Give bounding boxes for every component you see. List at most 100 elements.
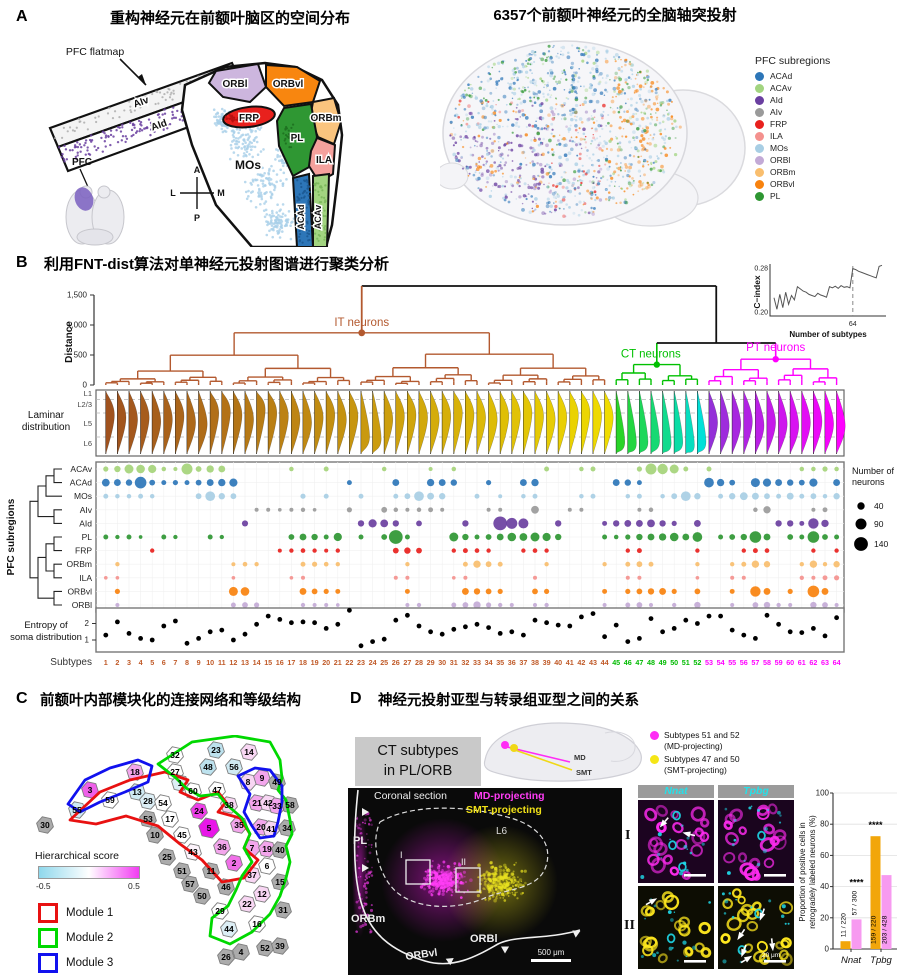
smt-cell-dot [483,875,486,878]
map-cell-5 [198,817,220,839]
axon-dot [649,167,653,171]
axon-dot [618,126,622,130]
soma-dot [231,140,234,143]
axon-dot [622,127,625,130]
axon-dot [592,121,596,124]
axon-dot [544,165,547,168]
subtype-number: 3 [127,658,131,667]
soma-dot [244,141,247,145]
axon-dot [678,125,682,129]
axon-dot [456,151,460,155]
axon-dot [458,99,462,103]
axon-dot [513,175,517,179]
soma-dot [254,178,258,182]
axon-dot [501,172,504,175]
soma-dot [230,116,234,119]
axon-dot [562,214,566,218]
micro-scalebar-label: 20 μm [762,952,780,959]
entropy-dot [103,632,109,638]
md-cell-dot [446,865,451,869]
cyan-speck [686,848,689,850]
axon-dot [496,123,498,126]
neuron-count-dot [519,533,528,541]
axon-dot [549,210,552,213]
md-cell-dot [439,874,441,877]
subtype-number: 35 [496,658,504,667]
entropy-dot [463,624,468,630]
entropy-dot [207,629,213,635]
laminar-violin [383,390,394,455]
neuron-count-dot [439,493,446,500]
axon-dot [568,189,573,194]
smt-cell-dot [498,883,501,886]
axon-dot [571,85,576,90]
axon-dot [485,185,488,188]
smt-cell-dot [480,874,483,878]
axon-dot [591,191,594,194]
axon-dot [536,162,539,165]
axon-dot [574,71,578,75]
axon-dot [587,169,591,172]
cyan-speck [784,922,787,925]
cell-ring [723,820,733,831]
soma-dot [84,139,88,142]
soma-dot [97,115,100,118]
axon-dot [615,137,619,140]
neuron-count-dot [821,587,829,595]
axon-dot [654,87,658,91]
map-cell-26 [217,948,235,966]
neuron-count-dot [787,534,794,540]
label-acav: ACAv [313,205,323,229]
neuron-count-dot [821,519,829,528]
ct-subtypes-box-line1: CT subtypes [377,743,459,759]
soma-dot [246,133,250,136]
axon-dot [636,109,639,113]
soma-dot [68,149,72,152]
axon-dot [651,118,654,121]
axon-dot [540,57,545,62]
smt-cell-dot [517,882,521,886]
axon-dot [624,78,628,82]
axon-dot [561,197,566,202]
cyan-speck [779,814,782,817]
smt-cell-dot [505,873,508,877]
axon-dot [581,102,585,107]
axon-dot [488,194,492,199]
axon-dot [631,115,635,119]
soma-dot [308,190,311,194]
axon-dot [523,88,527,92]
axon-dot [570,117,574,122]
md-cell-dot [427,877,429,879]
neuron-count-dot [181,463,193,475]
axon-dot [579,137,583,141]
size-legend-value: 140 [874,539,888,549]
soma-dot [263,202,266,205]
axon-dot [619,201,622,205]
neuron-count-dot [451,466,457,472]
axon-dot [545,204,550,209]
md-cell-dot [436,866,441,870]
md-edge-dot [364,871,366,873]
axon-dot [578,127,581,130]
soma-dot [317,239,320,242]
soma-dot [321,207,324,210]
soma-dot [215,118,219,122]
micro-scalebar [684,960,706,963]
axon-dot [573,118,576,121]
axon-dot [563,153,568,158]
axon-dot [460,155,464,159]
axon-dot [605,77,608,80]
soma-dot [145,126,149,129]
cyan-speck [657,832,662,837]
module-color-box [38,953,58,973]
soma-dot [242,138,245,142]
soma-dot [299,233,302,236]
projection-legend-item: Subtypes 51 and 52 (MD-projecting) [650,730,740,751]
smt-cell-dot [494,871,497,875]
smt-cell-dot [498,878,501,881]
axon-dot [627,98,629,100]
soma-dot [132,133,135,137]
ct-subtypes-box: CT subtypes in PL/ORB [355,737,481,787]
md-cell-dot [445,890,448,893]
map-cell-number: 11 [207,866,216,876]
